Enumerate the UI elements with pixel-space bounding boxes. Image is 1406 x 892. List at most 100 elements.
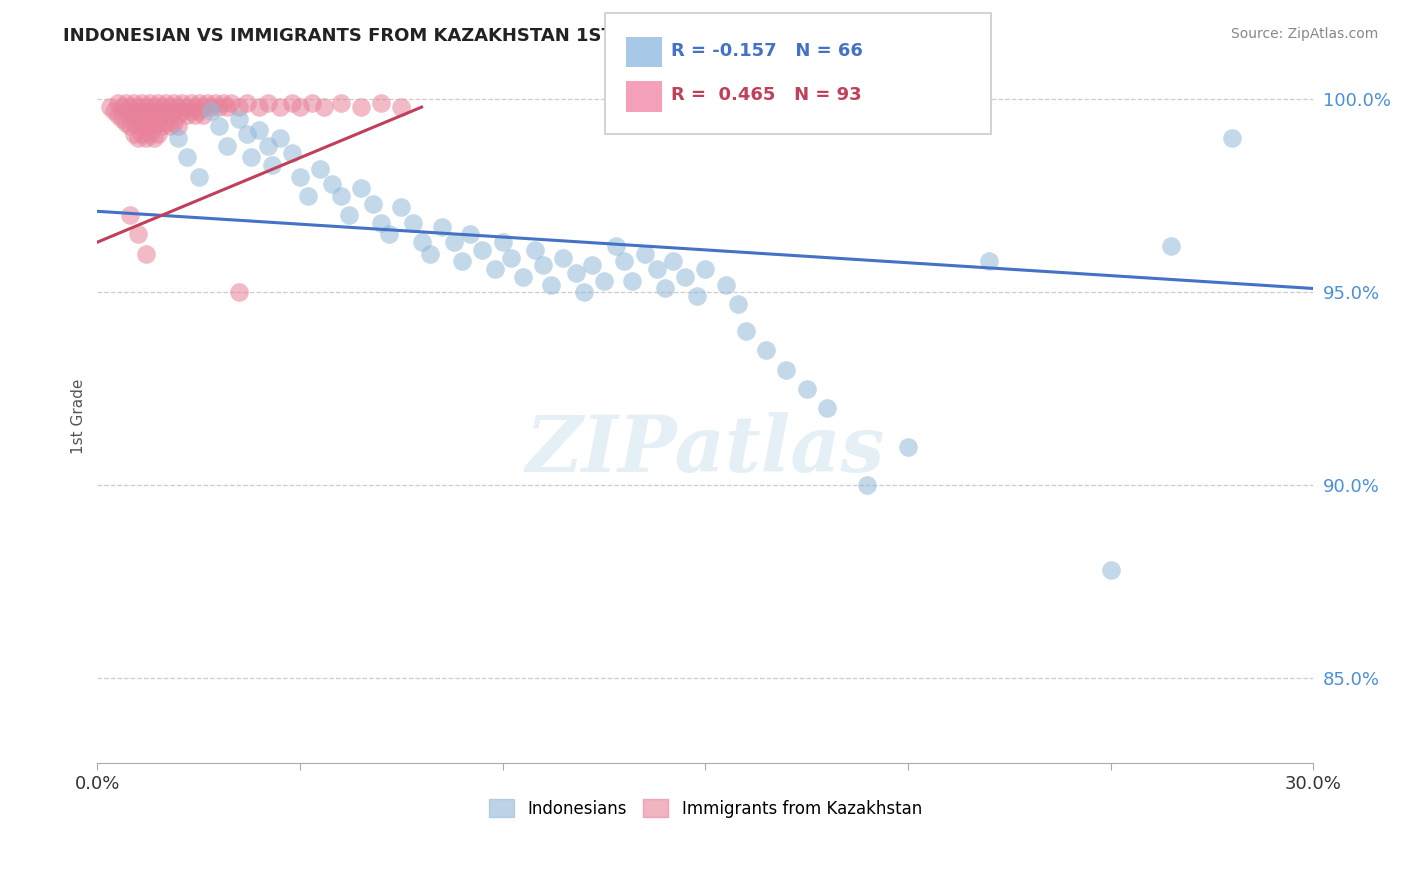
Point (269, 131, 291, 145)
Point (155, 96, 177, 111)
Point (163, 96, 186, 111)
Point (146, 127, 169, 141)
Point (139, 115, 162, 129)
Point (321, 178, 343, 192)
Point (146, 103, 169, 118)
Point (524, 243, 547, 257)
Point (114, 96, 136, 111)
Point (856, 478, 879, 492)
Point (180, 96, 202, 111)
Legend: Indonesians, Immigrants from Kazakhstan: Indonesians, Immigrants from Kazakhstan (482, 793, 928, 824)
Point (176, 150, 198, 164)
Point (443, 235, 465, 249)
Point (378, 227, 401, 242)
Point (389, 100, 412, 114)
Point (269, 100, 291, 114)
Point (370, 96, 392, 111)
Point (118, 100, 141, 114)
Point (314, 100, 336, 114)
Point (512, 269, 534, 284)
Point (127, 131, 149, 145)
Point (191, 108, 214, 122)
Point (621, 274, 644, 288)
Point (329, 189, 352, 203)
Point (122, 103, 145, 118)
Point (167, 100, 190, 114)
Point (139, 96, 162, 111)
Text: INDONESIAN VS IMMIGRANTS FROM KAZAKHSTAN 1ST GRADE CORRELATION CHART: INDONESIAN VS IMMIGRANTS FROM KAZAKHSTAN… (63, 27, 911, 45)
Point (176, 108, 198, 122)
Point (163, 115, 186, 129)
Point (159, 100, 181, 114)
Point (633, 246, 655, 260)
Point (288, 100, 311, 114)
Point (492, 235, 515, 249)
Point (118, 108, 141, 122)
Point (281, 146, 304, 161)
Point (127, 227, 149, 242)
Text: Source: ZipAtlas.com: Source: ZipAtlas.com (1230, 27, 1378, 41)
Point (540, 277, 562, 292)
Point (613, 254, 636, 268)
Point (131, 96, 153, 111)
Point (111, 100, 134, 114)
Point (734, 324, 756, 338)
Text: R = -0.157   N = 66: R = -0.157 N = 66 (671, 42, 862, 60)
Point (135, 108, 157, 122)
Point (200, 100, 222, 114)
Point (1160, 239, 1182, 253)
Point (236, 96, 259, 111)
Point (471, 243, 494, 257)
Point (187, 96, 209, 111)
Point (301, 96, 323, 111)
Point (219, 96, 242, 111)
Point (187, 103, 209, 118)
Point (155, 115, 177, 129)
Point (208, 100, 231, 114)
Point (146, 115, 169, 129)
Point (673, 269, 696, 284)
Point (297, 189, 319, 203)
Point (172, 96, 194, 111)
Point (815, 401, 838, 416)
Point (118, 208, 141, 222)
Point (180, 103, 202, 118)
Point (662, 254, 685, 268)
Point (139, 103, 162, 118)
Point (118, 120, 141, 134)
Point (183, 108, 205, 122)
Point (361, 196, 384, 211)
Point (163, 103, 186, 118)
Point (451, 254, 474, 268)
Point (727, 297, 749, 311)
Point (150, 108, 173, 122)
Point (256, 96, 278, 111)
Point (215, 138, 238, 153)
Point (249, 123, 271, 137)
Text: ZIPatlas: ZIPatlas (526, 412, 884, 489)
Point (195, 96, 218, 111)
Point (183, 100, 205, 114)
Point (775, 362, 797, 376)
Point (131, 115, 153, 129)
Point (389, 201, 412, 215)
Point (897, 440, 920, 454)
Point (755, 343, 778, 358)
Point (122, 96, 145, 111)
Point (977, 254, 1000, 268)
Point (135, 120, 157, 134)
Point (212, 96, 235, 111)
Point (411, 235, 433, 249)
Point (419, 246, 441, 260)
Point (581, 258, 603, 272)
Point (143, 100, 166, 114)
Point (654, 281, 676, 295)
Point (249, 100, 271, 114)
Point (172, 103, 194, 118)
Point (281, 96, 304, 111)
Point (135, 100, 157, 114)
Point (484, 262, 506, 277)
Point (309, 161, 332, 176)
Point (796, 382, 818, 396)
Point (143, 131, 166, 145)
